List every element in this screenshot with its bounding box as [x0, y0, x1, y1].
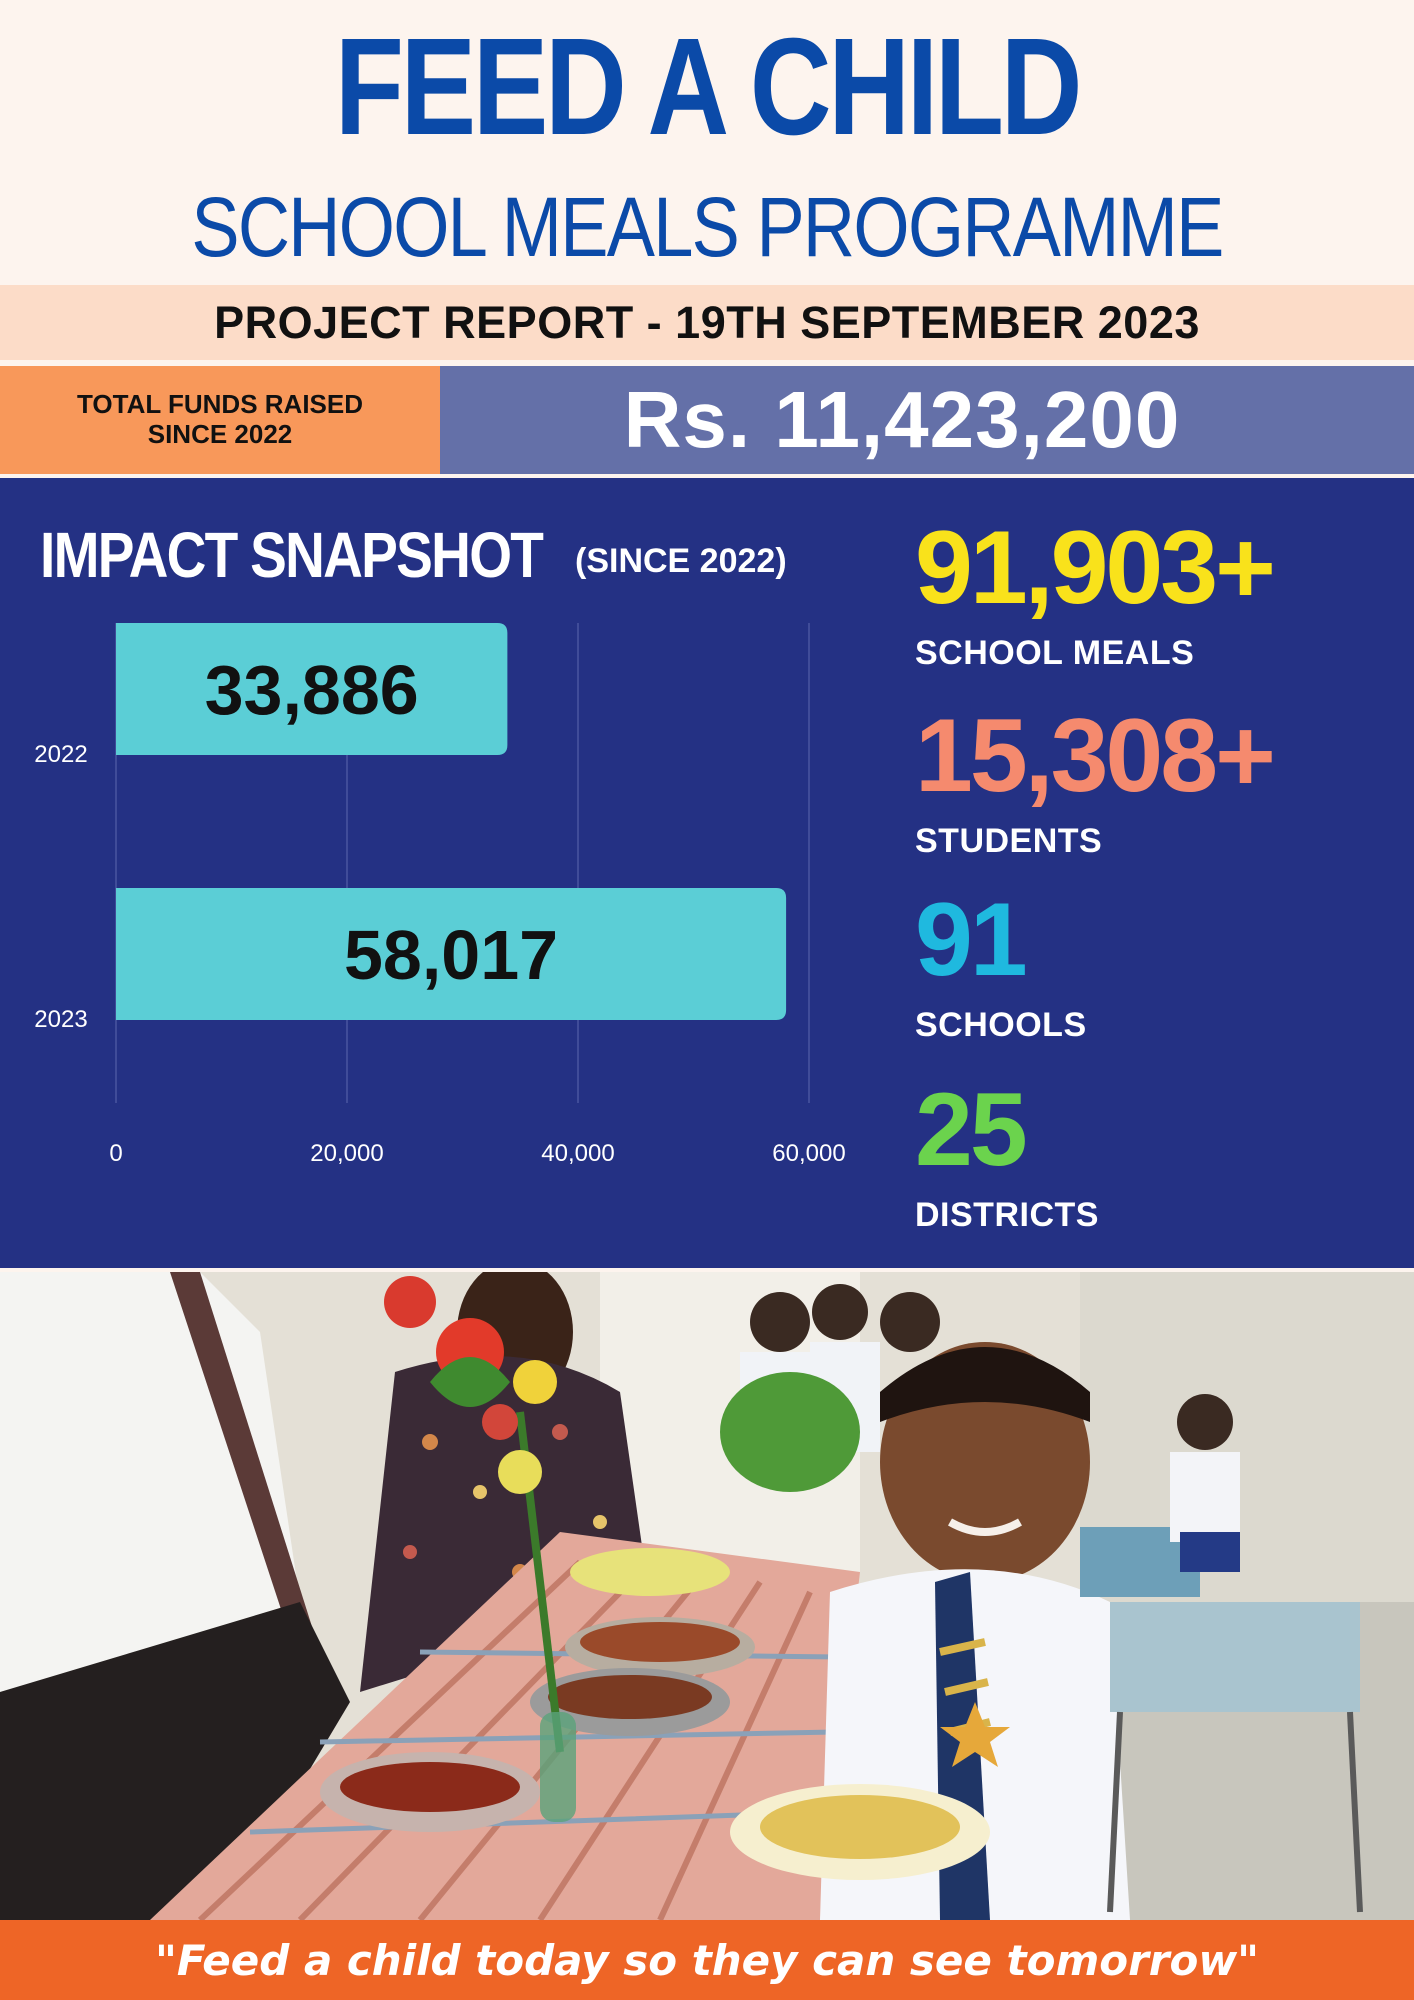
- footer-quote: "Feed a child today so they can see tomo…: [154, 1935, 1260, 1985]
- funds-label-line2: SINCE 2022: [147, 419, 293, 449]
- funds-banner: TOTAL FUNDS RAISED SINCE 2022 Rs. 11,423…: [0, 366, 1414, 476]
- bar-value-label: 33,886: [205, 651, 419, 729]
- report-date-banner: PROJECT REPORT - 19TH SEPTEMBER 2023: [0, 285, 1414, 360]
- x-tick-label: 20,000: [310, 1140, 383, 1167]
- stat-value: 15,308+: [915, 698, 1276, 814]
- funds-value-box: Rs. 11,423,200: [440, 366, 1414, 474]
- stat-label: STUDENTS: [915, 822, 1103, 860]
- impact-title-suffix: (SINCE 2022): [575, 542, 787, 580]
- school-meal-photo: [0, 1272, 1414, 1920]
- funds-label-box: TOTAL FUNDS RAISED SINCE 2022: [0, 366, 440, 474]
- impact-title-text: IMPACT SNAPSHOT: [40, 519, 544, 591]
- y-category-label: 2022: [34, 741, 87, 768]
- bar-2023: [116, 888, 787, 1020]
- report-date-text: PROJECT REPORT - 19TH SEPTEMBER 2023: [214, 296, 1200, 348]
- bar-value-label: 58,017: [344, 916, 558, 994]
- impact-title: IMPACT SNAPSHOT (SINCE 2022): [40, 518, 787, 592]
- funds-label-line1: TOTAL FUNDS RAISED: [76, 389, 363, 420]
- photo-illustration: [0, 1272, 1414, 1920]
- x-tick-label: 60,000: [772, 1140, 845, 1167]
- funds-value: Rs. 11,423,200: [623, 375, 1181, 464]
- stat-label: SCHOOL MEALS: [915, 634, 1195, 672]
- stat-value: 91: [915, 882, 1028, 998]
- stat-value: 25: [915, 1072, 1028, 1188]
- stat-value: 91,903+: [915, 510, 1276, 626]
- page-subtitle: SCHOOL MEALS PROGRAMME: [191, 180, 1224, 274]
- page-title: FEED A CHILD: [334, 10, 1083, 164]
- x-tick-label: 0: [109, 1140, 122, 1167]
- stat-students: 15,308+ STUDENTS: [915, 698, 1276, 861]
- stat-school-meals: 91,903+ SCHOOL MEALS: [915, 510, 1276, 673]
- meals-bar-chart: 0 20,000 40,000 60,000 33,886 2022 58,017 2023: [34, 623, 846, 1167]
- header: FEED A CHILD SCHOOL MEALS PROGRAMME: [0, 0, 1414, 285]
- footer-quote-banner: "Feed a child today so they can see tomo…: [0, 1920, 1414, 2000]
- y-category-label: 2023: [34, 1006, 87, 1033]
- stat-label: DISTRICTS: [915, 1196, 1099, 1234]
- stat-districts: 25 DISTRICTS: [915, 1078, 1099, 1235]
- impact-snapshot-panel: IMPACT SNAPSHOT (SINCE 2022) 0 20,000 40,0…: [0, 478, 1414, 1268]
- stat-schools: 91 SCHOOLS: [915, 888, 1087, 1045]
- stat-label: SCHOOLS: [915, 1006, 1087, 1044]
- x-tick-label: 40,000: [541, 1140, 614, 1167]
- bar-2022: [116, 623, 508, 755]
